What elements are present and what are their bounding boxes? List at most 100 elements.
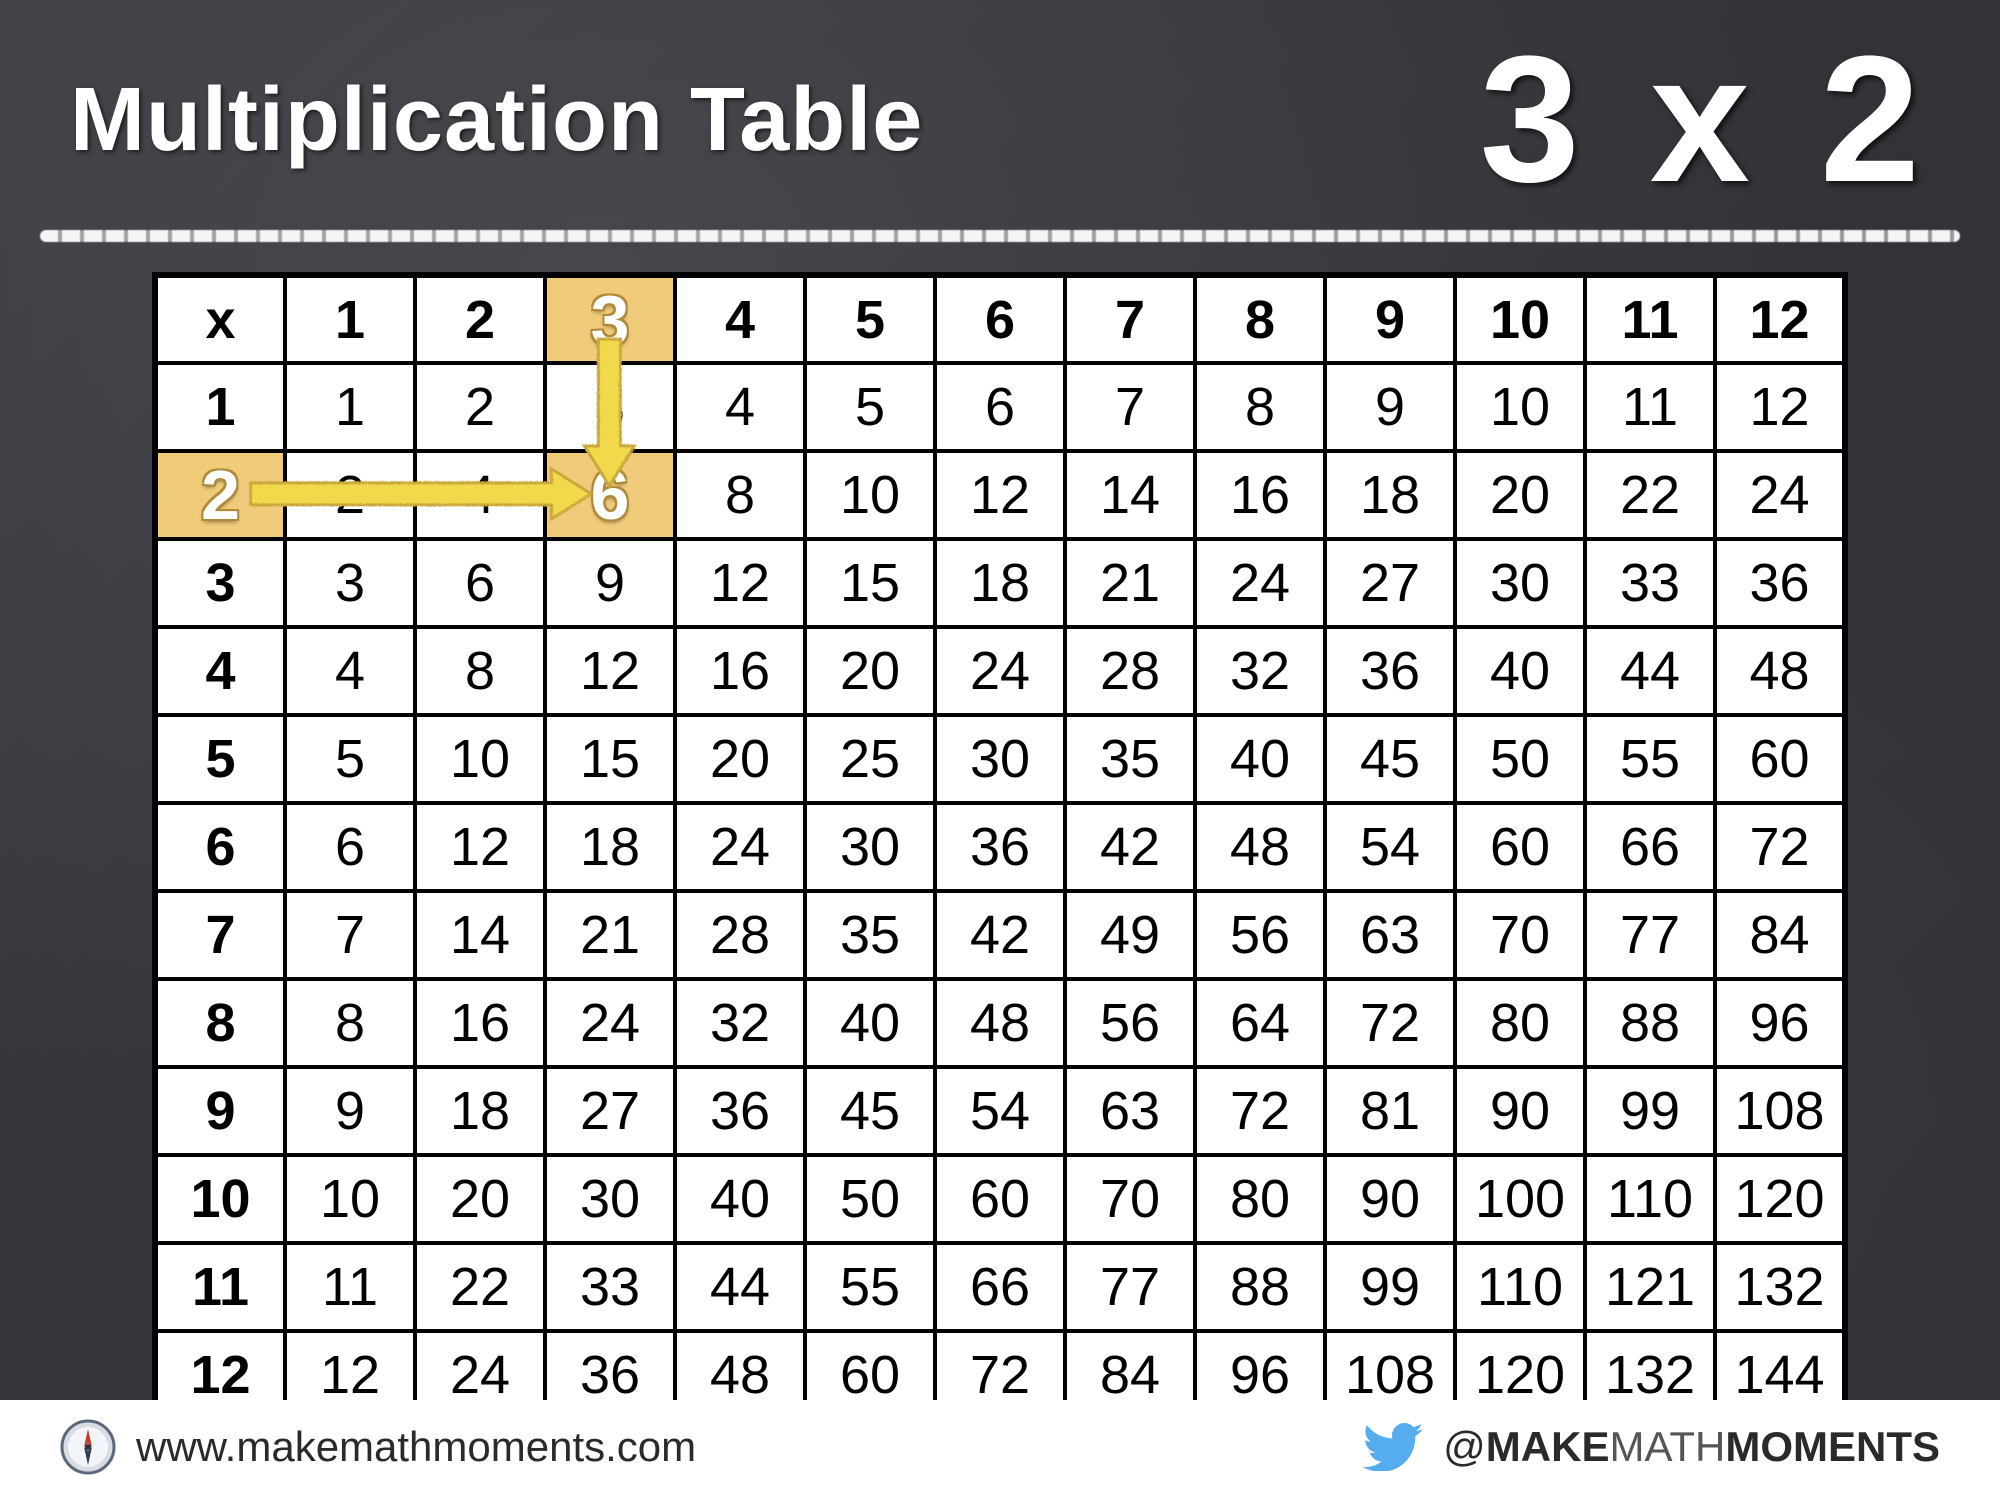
column-header: 12 <box>1715 275 1845 363</box>
table-cell: 72 <box>1325 979 1455 1067</box>
table-cell: 4 <box>415 451 545 539</box>
table-cell: 22 <box>415 1243 545 1331</box>
table-cell: 18 <box>935 539 1065 627</box>
row-header: 10 <box>155 1155 285 1243</box>
table-cell: 20 <box>805 627 935 715</box>
table-cell: 30 <box>1455 539 1585 627</box>
table-cell: 32 <box>675 979 805 1067</box>
table-cell: 24 <box>545 979 675 1067</box>
table-cell: 56 <box>1065 979 1195 1067</box>
table-cell: 5 <box>805 363 935 451</box>
table-cell: 54 <box>935 1067 1065 1155</box>
table-cell: 32 <box>1195 627 1325 715</box>
table-cell: 45 <box>805 1067 935 1155</box>
table-cell: 40 <box>1195 715 1325 803</box>
table-cell: 28 <box>1065 627 1195 715</box>
footer-left: www.makemathmoments.com <box>60 1419 696 1475</box>
table-cell: 6 <box>285 803 415 891</box>
row-header: 7 <box>155 891 285 979</box>
compass-icon <box>60 1419 116 1475</box>
table-cell: 24 <box>675 803 805 891</box>
table-cell: 96 <box>1715 979 1845 1067</box>
column-header: 2 <box>415 275 545 363</box>
table-cell: 3 <box>285 539 415 627</box>
table-cell: 72 <box>1715 803 1845 891</box>
table-cell: 21 <box>545 891 675 979</box>
footer-url: www.makemathmoments.com <box>136 1423 696 1471</box>
table-cell: 6 <box>935 363 1065 451</box>
table-cell: 22 <box>1585 451 1715 539</box>
table-cell: 20 <box>1455 451 1585 539</box>
table-cell: 88 <box>1195 1243 1325 1331</box>
table-cell: 16 <box>675 627 805 715</box>
table-cell: 45 <box>1325 715 1455 803</box>
table-cell: 14 <box>415 891 545 979</box>
table-cell: 36 <box>1715 539 1845 627</box>
table-cell: 30 <box>545 1155 675 1243</box>
table-cell: 48 <box>1715 627 1845 715</box>
row-header: 1 <box>155 363 285 451</box>
table-cell: 28 <box>675 891 805 979</box>
table-cell: 15 <box>805 539 935 627</box>
current-problem: 3 x 2 <box>1480 30 1930 210</box>
table-cell: 56 <box>1195 891 1325 979</box>
row-header: 2 <box>155 451 285 539</box>
table-cell: 99 <box>1585 1067 1715 1155</box>
table-cell: 30 <box>805 803 935 891</box>
table-cell: 9 <box>1325 363 1455 451</box>
table-cell: 9 <box>285 1067 415 1155</box>
table-cell: 33 <box>545 1243 675 1331</box>
column-header: 5 <box>805 275 935 363</box>
table-cell: 54 <box>1325 803 1455 891</box>
table-cell: 6 <box>415 539 545 627</box>
table-cell: 90 <box>1325 1155 1455 1243</box>
table-cell: 42 <box>1065 803 1195 891</box>
table-cell: 27 <box>545 1067 675 1155</box>
handle-at: @ <box>1443 1423 1486 1470</box>
chalk-divider <box>40 230 1960 242</box>
row-header: 11 <box>155 1243 285 1331</box>
row-header: 8 <box>155 979 285 1067</box>
table-cell: 80 <box>1455 979 1585 1067</box>
table-cell: 12 <box>545 627 675 715</box>
column-header: 9 <box>1325 275 1455 363</box>
table-cell: 8 <box>415 627 545 715</box>
table-cell: 99 <box>1325 1243 1455 1331</box>
header: Multiplication Table 3 x 2 <box>0 0 2000 220</box>
table-cell: 24 <box>935 627 1065 715</box>
table-cell: 7 <box>285 891 415 979</box>
table-cell: 60 <box>1715 715 1845 803</box>
table-cell: 36 <box>1325 627 1455 715</box>
table-cell: 16 <box>415 979 545 1067</box>
table-cell: 12 <box>415 803 545 891</box>
table-cell: 15 <box>545 715 675 803</box>
table-cell: 10 <box>415 715 545 803</box>
column-header: 8 <box>1195 275 1325 363</box>
table-cell: 24 <box>1195 539 1325 627</box>
table-cell: 84 <box>1715 891 1845 979</box>
table-cell: 40 <box>1455 627 1585 715</box>
table-cell: 27 <box>1325 539 1455 627</box>
table-cell: 8 <box>1195 363 1325 451</box>
table-cell: 50 <box>805 1155 935 1243</box>
handle-part-3: MOMENTS <box>1725 1423 1940 1470</box>
column-header: 7 <box>1065 275 1195 363</box>
page-title: Multiplication Table <box>70 69 923 172</box>
chalkboard-background: Multiplication Table 3 x 2 x123456789101… <box>0 0 2000 1400</box>
table-cell: 35 <box>1065 715 1195 803</box>
table-cell: 18 <box>1325 451 1455 539</box>
table-cell: 40 <box>675 1155 805 1243</box>
table-cell: 10 <box>285 1155 415 1243</box>
table-cell: 121 <box>1585 1243 1715 1331</box>
table-cell: 12 <box>675 539 805 627</box>
table-cell: 80 <box>1195 1155 1325 1243</box>
row-header: 6 <box>155 803 285 891</box>
table-cell: 42 <box>935 891 1065 979</box>
table-cell: 25 <box>805 715 935 803</box>
table-cell: 8 <box>285 979 415 1067</box>
table-cell: 24 <box>1715 451 1845 539</box>
table-cell: 88 <box>1585 979 1715 1067</box>
table-cell: 12 <box>1715 363 1845 451</box>
table-cell: 50 <box>1455 715 1585 803</box>
table-cell: 48 <box>1195 803 1325 891</box>
